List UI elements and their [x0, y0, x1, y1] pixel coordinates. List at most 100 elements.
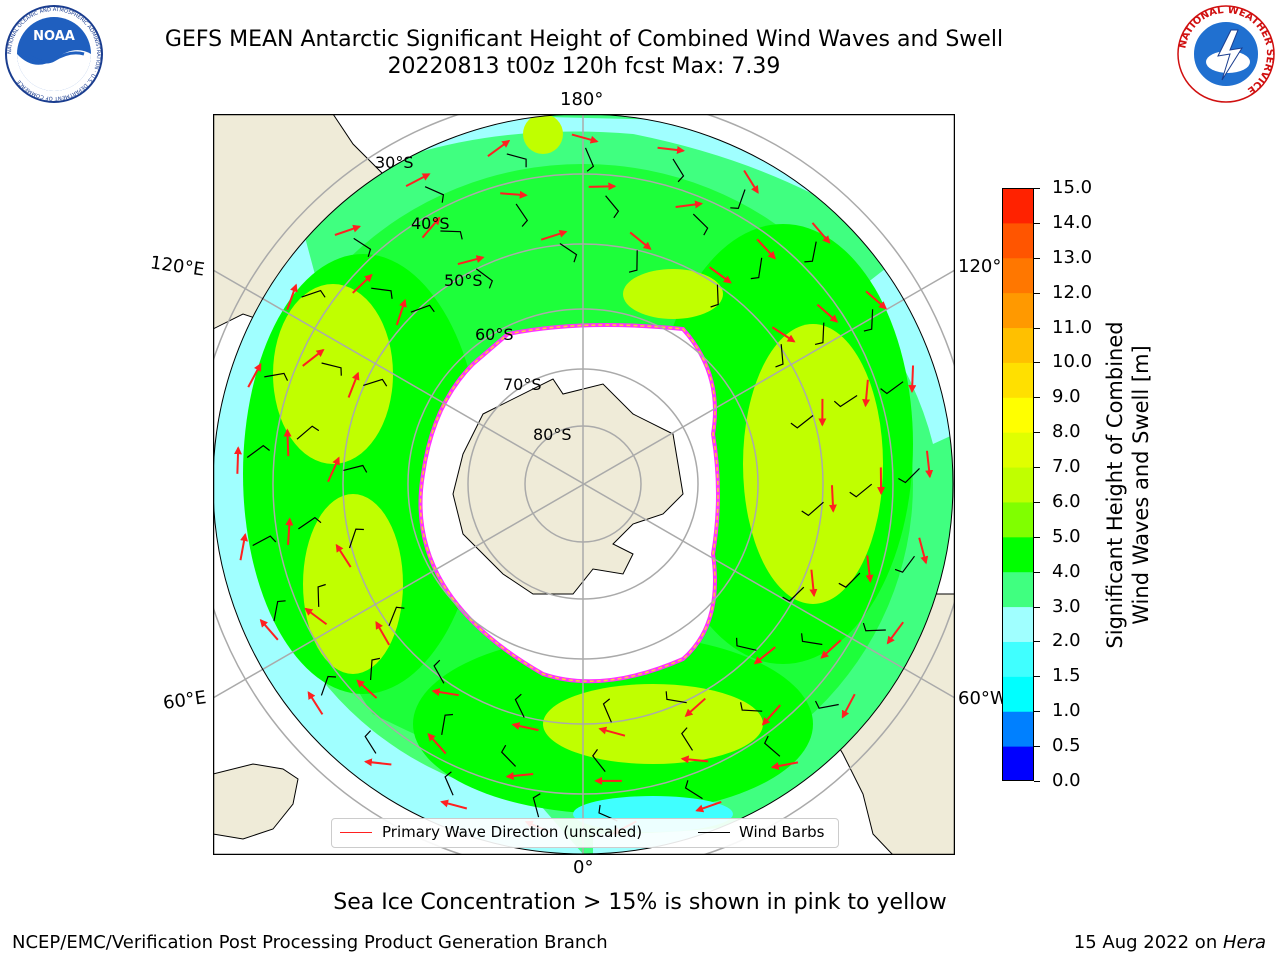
wave-arrow	[588, 182, 617, 191]
wave-arrow	[629, 231, 652, 250]
wind-barb	[424, 186, 445, 203]
wave-arrow	[457, 255, 485, 266]
wave-arrow	[680, 755, 709, 764]
lon-label-bottom: 0°	[573, 857, 594, 878]
wave-arrow	[761, 704, 781, 726]
wave-arrow	[828, 485, 837, 513]
wave-arrow	[908, 365, 917, 394]
colorbar-tick-label: 3.0	[1052, 595, 1081, 617]
wind-barb	[514, 693, 525, 718]
wave-arrow	[327, 456, 340, 483]
wind-barb	[343, 464, 368, 473]
wind-barb	[730, 189, 746, 210]
wave-arrow	[307, 691, 324, 715]
wind-barb	[475, 268, 494, 289]
wind-barb	[665, 691, 687, 704]
wind-barb	[371, 287, 393, 299]
wave-arrow	[304, 607, 328, 626]
wind-barb	[862, 622, 886, 632]
colorbar-tick-label: 8.0	[1052, 421, 1081, 443]
wave-arrow	[347, 371, 360, 398]
colorbar-tick-label: 0.5	[1052, 735, 1081, 757]
wind-barb	[246, 444, 270, 458]
lat-label: 80°S	[533, 425, 572, 444]
colorbar-segment	[1002, 188, 1034, 224]
colorbar-tick-mark	[1034, 501, 1040, 503]
wind-barb	[441, 713, 454, 736]
map-frame	[213, 114, 955, 855]
wind-barbs	[246, 147, 920, 822]
wave-arrow	[862, 379, 871, 408]
colorbar-tick-label: 4.0	[1052, 560, 1081, 582]
wind-barb	[584, 147, 595, 172]
nws-logo: NATIONAL WEATHER SERVICE	[1177, 5, 1275, 103]
wind-barb	[532, 793, 541, 818]
colorbar-segment	[1002, 571, 1034, 608]
wave-arrow	[286, 283, 298, 310]
wind-barb	[894, 555, 915, 573]
colorbar-label-line2: Wind Waves and Swell [m]	[1129, 345, 1153, 625]
wind-barb	[833, 394, 858, 408]
wind-barb	[348, 528, 364, 549]
colorbar-segment	[1002, 676, 1034, 712]
wave-arrow	[247, 362, 262, 388]
lon-label-lower-right: 60°W	[958, 688, 1008, 709]
wave-arrow	[598, 726, 626, 737]
wave-arrow	[925, 450, 934, 479]
colorbar-segment	[1002, 257, 1034, 294]
wave-arrow	[695, 800, 722, 813]
footer-credit: NCEP/EMC/Verification Post Processing Pr…	[12, 932, 608, 953]
wave-arrow	[770, 761, 799, 770]
wave-arrow	[743, 169, 759, 194]
wind-barb	[500, 744, 517, 767]
wave-arrow	[334, 224, 362, 236]
wind-barb	[440, 230, 463, 240]
wave-arrow	[841, 693, 856, 719]
colorbar-tick-mark	[1034, 397, 1040, 399]
colorbar-tick-label: 1.0	[1052, 700, 1081, 722]
wind-barb	[775, 344, 784, 368]
lon-label-top: 180°	[560, 89, 604, 110]
wave-arrow	[657, 146, 685, 154]
lon-label-upper-left: 120°E	[148, 252, 206, 281]
wave-arrow	[865, 555, 874, 583]
colorbar-segment	[1002, 432, 1034, 468]
wind-barb	[296, 425, 320, 440]
wave-arrow	[421, 216, 441, 239]
colorbar-segment	[1002, 711, 1034, 747]
wind-barb	[410, 304, 435, 313]
wave-arrow	[571, 133, 599, 144]
wind-barb	[880, 381, 904, 395]
wind-barb	[605, 195, 620, 219]
wave-arrow	[427, 732, 447, 755]
wave-arrow	[886, 621, 904, 645]
wave-arrow	[405, 173, 431, 187]
wind-barb	[710, 284, 719, 308]
wind-barb	[672, 158, 685, 183]
wave-arrow	[302, 348, 325, 367]
lat-label: 60°S	[475, 325, 514, 344]
footer-date: 15 Aug 2022 on Hera	[1074, 932, 1266, 953]
colorbar-tick-label: 15.0	[1052, 177, 1093, 198]
wind-barb	[684, 780, 703, 800]
wind-barb	[763, 735, 781, 757]
colorbar-label-line1: Significant Height of Combined	[1103, 321, 1127, 649]
colorbar-tick-mark	[1034, 606, 1040, 608]
colorbar-segment	[1002, 746, 1034, 781]
wind-barb	[264, 372, 289, 381]
colorbar-tick-label: 11.0	[1052, 316, 1093, 338]
wind-barb	[364, 730, 377, 754]
colorbar-tick-label: 7.0	[1052, 456, 1081, 478]
wind-barb	[814, 322, 825, 345]
wave-arrow	[918, 537, 929, 565]
wave-arrow	[809, 569, 818, 598]
wave-arrow	[511, 722, 539, 732]
colorbar-tick-label: 13.0	[1052, 246, 1093, 268]
wind-barb	[592, 749, 606, 772]
wind-barb	[363, 378, 388, 387]
wind-barb	[602, 698, 612, 723]
colorbar-tick-mark	[1034, 711, 1040, 713]
wind-barb	[628, 250, 638, 273]
colorbar-segment	[1002, 397, 1034, 433]
wind-barb	[298, 516, 322, 530]
